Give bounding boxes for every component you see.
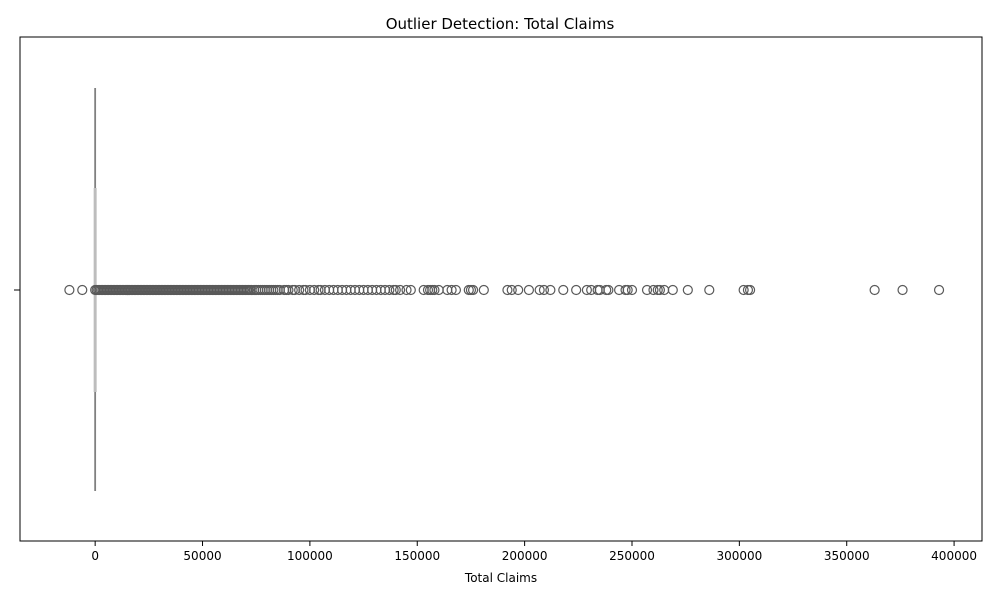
x-tick-label: 250000 (609, 549, 655, 563)
outlier-point (545, 284, 556, 296)
outlier-point (667, 284, 678, 296)
outlier-point (478, 284, 489, 296)
outlier-point (394, 284, 406, 296)
outlier-point (294, 284, 305, 296)
x-tick-label: 100000 (287, 549, 333, 563)
outlier-point (622, 284, 633, 296)
outlier-point (405, 284, 416, 296)
outlier-point (654, 284, 666, 296)
outlier-point (648, 284, 659, 296)
outlier-point (77, 284, 88, 296)
outlier-point (744, 284, 756, 296)
x-tick-label: 150000 (394, 549, 440, 563)
plot-area (19, 36, 983, 542)
x-tick-label: 350000 (824, 549, 870, 563)
outlier-point (534, 284, 545, 296)
outlier-point (704, 284, 715, 296)
outlier-point (309, 284, 320, 296)
outlier-point (446, 284, 457, 296)
x-axis-label: Total Claims (464, 571, 537, 585)
outlier-point (558, 284, 569, 296)
outlier-point (869, 284, 880, 296)
outlier-point (592, 284, 603, 296)
x-tick-label: 0 (91, 549, 99, 563)
outlier-point (283, 284, 294, 296)
outlier-point (603, 284, 614, 296)
outlier-point (390, 284, 401, 296)
outlier-point (571, 284, 582, 296)
outlier-point (581, 284, 592, 296)
outlier-point (933, 284, 945, 296)
outlier-point (513, 284, 524, 296)
outlier-point (506, 284, 517, 296)
outlier-point (641, 284, 653, 296)
outlier-point (401, 284, 412, 296)
outlier-point (682, 284, 693, 296)
outlier-points (64, 284, 945, 296)
x-axis-ticks: 0 50000 100000 150000 200000 250000 300000 3500… (91, 541, 977, 563)
x-tick-label: 300000 (716, 549, 762, 563)
outlier-point (465, 284, 477, 296)
outlier-point (384, 284, 395, 296)
outlier-point (64, 284, 75, 296)
x-tick-label: 50000 (183, 549, 221, 563)
outlier-point (523, 284, 535, 296)
x-tick-label: 200000 (502, 549, 548, 563)
outlier-point (538, 284, 550, 296)
outlier-point (738, 284, 749, 296)
chart-title: Outlier Detection: Total Claims (386, 15, 615, 33)
outlier-point (626, 284, 638, 296)
outlier-point (450, 284, 462, 296)
outlier-point (502, 284, 513, 296)
outlier-point (467, 284, 479, 296)
x-tick-label: 400000 (931, 549, 977, 563)
outlier-point (429, 284, 440, 296)
outlier-point (601, 284, 612, 296)
outlier-point (897, 284, 908, 296)
